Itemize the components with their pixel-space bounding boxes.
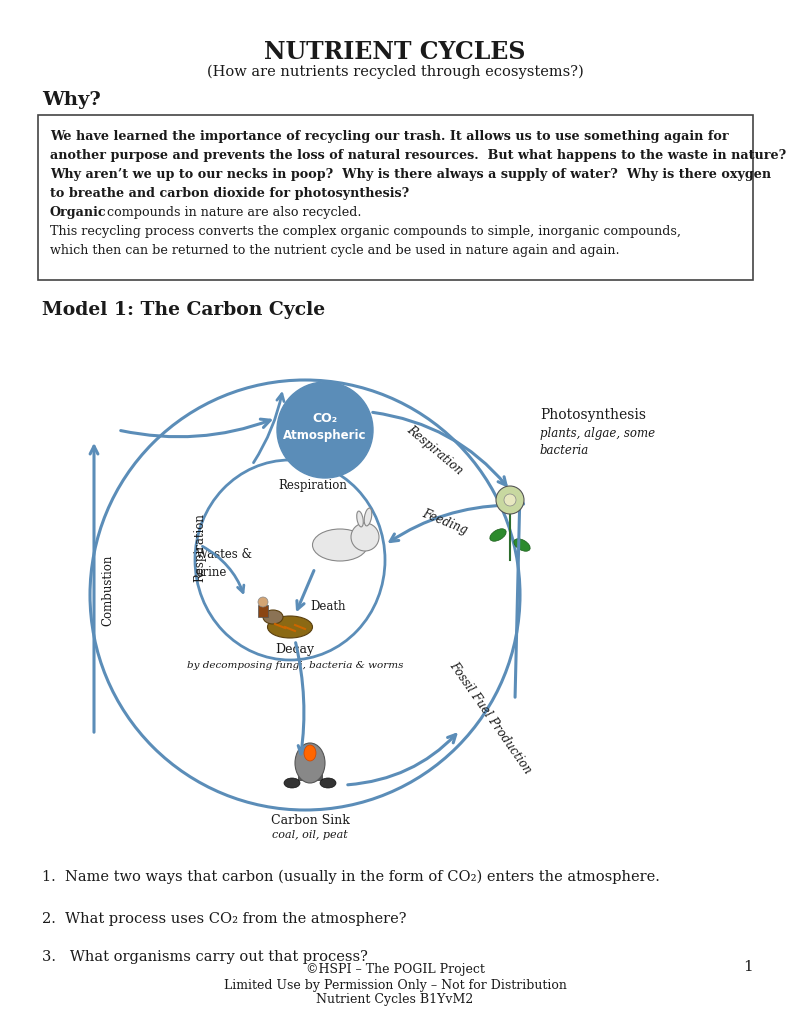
- Text: (How are nutrients recycled through ecosystems?): (How are nutrients recycled through ecos…: [206, 65, 584, 79]
- Text: 1.  Name two ways that carbon (usually in the form of CO₂) enters the atmosphere: 1. Name two ways that carbon (usually in…: [42, 870, 660, 885]
- Text: Atmospheric: Atmospheric: [283, 428, 367, 441]
- Text: This recycling process converts the complex organic compounds to simple, inorgan: This recycling process converts the comp…: [50, 225, 681, 238]
- Text: to breathe and carbon dioxide for photosynthesis?: to breathe and carbon dioxide for photos…: [50, 187, 409, 200]
- Ellipse shape: [364, 508, 372, 526]
- Text: another purpose and prevents the loss of natural resources.  But what happens to: another purpose and prevents the loss of…: [50, 150, 786, 162]
- Text: Nutrient Cycles B1YvM2: Nutrient Cycles B1YvM2: [316, 993, 474, 1007]
- Text: bacteria: bacteria: [540, 443, 589, 457]
- Bar: [258, 605, 268, 617]
- Text: ©HSPI – The POGIL Project: ©HSPI – The POGIL Project: [305, 964, 484, 977]
- Ellipse shape: [490, 528, 506, 542]
- Bar: [298, 770, 322, 780]
- Text: Feeding: Feeding: [420, 507, 470, 537]
- Text: Limited Use by Permission Only – Not for Distribution: Limited Use by Permission Only – Not for…: [224, 979, 566, 991]
- Ellipse shape: [514, 539, 530, 551]
- Text: Model 1: The Carbon Cycle: Model 1: The Carbon Cycle: [42, 301, 325, 319]
- Ellipse shape: [312, 529, 368, 561]
- Text: NUTRIENT CYCLES: NUTRIENT CYCLES: [264, 40, 526, 63]
- Circle shape: [277, 382, 373, 478]
- Text: compounds in nature are also recycled.: compounds in nature are also recycled.: [107, 206, 361, 219]
- Ellipse shape: [304, 745, 316, 761]
- Text: Decay: Decay: [275, 643, 315, 656]
- Text: Carbon Sink: Carbon Sink: [271, 813, 350, 826]
- Ellipse shape: [267, 616, 312, 638]
- Text: Why?: Why?: [42, 91, 100, 109]
- Text: 3.   What organisms carry out that process?: 3. What organisms carry out that process…: [42, 950, 368, 964]
- Text: Organic: Organic: [50, 206, 107, 219]
- Text: Respiration: Respiration: [278, 479, 347, 493]
- Ellipse shape: [357, 511, 363, 527]
- Bar: [38, 115, 753, 280]
- Text: plants, algae, some: plants, algae, some: [540, 427, 655, 439]
- Text: CO₂: CO₂: [312, 412, 338, 425]
- Text: Fossil Fuel Production: Fossil Fuel Production: [446, 659, 534, 776]
- Text: Wastes &: Wastes &: [196, 549, 252, 561]
- Circle shape: [504, 494, 516, 506]
- Text: which then can be returned to the nutrient cycle and be used in nature again and: which then can be returned to the nutrie…: [50, 244, 619, 257]
- Circle shape: [351, 523, 379, 551]
- Text: Photosynthesis: Photosynthesis: [540, 408, 646, 422]
- Ellipse shape: [295, 743, 325, 783]
- Text: urine: urine: [196, 565, 227, 579]
- Text: coal, oil, peat: coal, oil, peat: [272, 830, 348, 840]
- Text: We have learned the importance of recycling our trash. It allows us to use somet: We have learned the importance of recycl…: [50, 130, 729, 143]
- Text: Death: Death: [310, 600, 346, 613]
- Ellipse shape: [263, 610, 283, 624]
- Text: 2.  What process uses CO₂ from the atmosphere?: 2. What process uses CO₂ from the atmosp…: [42, 912, 407, 926]
- Ellipse shape: [284, 778, 300, 788]
- Ellipse shape: [320, 778, 336, 788]
- Text: 1: 1: [743, 961, 753, 974]
- Text: by decomposing fungi, bacteria & worms: by decomposing fungi, bacteria & worms: [187, 662, 403, 671]
- Text: Respiration: Respiration: [194, 514, 206, 583]
- Circle shape: [496, 486, 524, 514]
- Text: Respiration: Respiration: [404, 423, 466, 477]
- Text: Why aren’t we up to our necks in poop?  Why is there always a supply of water?  : Why aren’t we up to our necks in poop? W…: [50, 168, 771, 181]
- Text: Combustion: Combustion: [101, 554, 115, 626]
- Circle shape: [258, 597, 268, 607]
